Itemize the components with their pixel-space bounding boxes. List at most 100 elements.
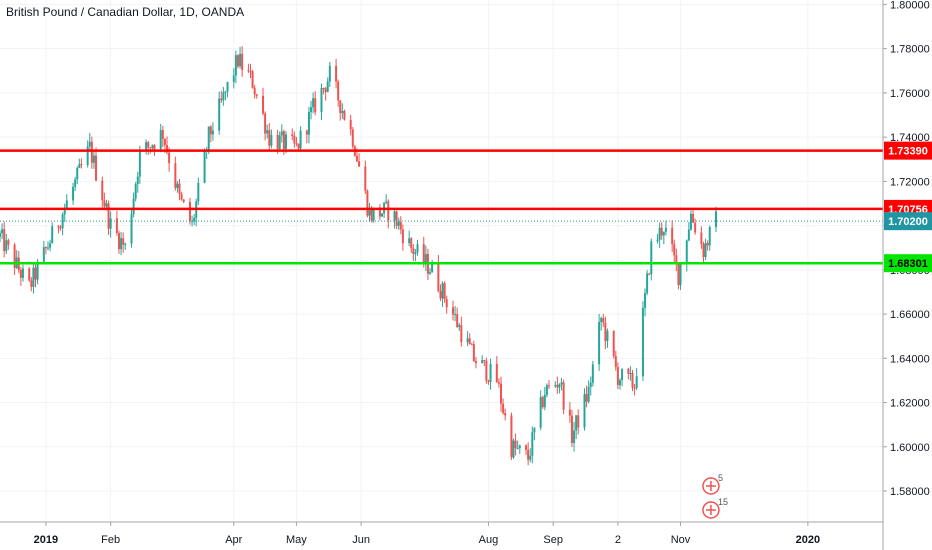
x-tick-label: Aug [479, 534, 499, 546]
candle-body [677, 263, 680, 286]
candle-body [618, 380, 621, 386]
candle-body [604, 322, 607, 341]
candle-body [203, 150, 206, 183]
candle-body [30, 280, 33, 287]
candle-body [253, 87, 256, 95]
event-markers[interactable]: 5 15 [702, 473, 728, 519]
candle-body [310, 107, 313, 112]
price-badge-label: 1.73390 [888, 146, 928, 158]
candle-body [470, 344, 473, 346]
candle-body [577, 415, 580, 428]
candle-body [708, 227, 711, 246]
event-count: 15 [718, 497, 728, 507]
price-badge-label: 1.68301 [888, 258, 928, 270]
candle-body [314, 98, 317, 113]
chart-title: British Pound / Canadian Dollar, 1D, OAN… [6, 5, 244, 19]
candle-body [422, 244, 425, 263]
candle-body [86, 146, 89, 166]
economic-event-icon[interactable] [702, 501, 720, 519]
candle-body [107, 203, 110, 229]
candle-body [587, 386, 590, 402]
candle-body [510, 415, 513, 458]
candle-body [280, 131, 283, 136]
candle-body [262, 95, 265, 114]
candle-body [178, 183, 181, 195]
candle-body [662, 231, 665, 236]
candle-body [5, 240, 8, 252]
price-badge [884, 212, 932, 231]
candle-body [497, 382, 500, 384]
candle-body [385, 201, 388, 203]
candle-body [416, 244, 419, 253]
candle-body [268, 130, 271, 146]
candle-body [249, 71, 252, 73]
candle-body [34, 267, 37, 280]
candle-body [656, 239, 659, 242]
candle-body [591, 364, 594, 383]
candle-body [554, 384, 557, 386]
x-tick-label: 2020 [796, 534, 820, 546]
candle-body [72, 186, 75, 201]
candle-body [485, 360, 488, 381]
candle-body [226, 81, 229, 92]
candle-body [19, 270, 22, 278]
x-tick-label: 2019 [34, 534, 58, 546]
candle-body [629, 372, 632, 374]
candle-body [456, 314, 459, 327]
candle-body [387, 201, 390, 221]
candle-body [673, 244, 676, 256]
candle-body [0, 233, 1, 237]
candle-body [278, 135, 281, 150]
economic-event-icon[interactable] [702, 477, 720, 495]
candle-body [151, 145, 154, 149]
candle-body [101, 180, 104, 201]
candle-body [42, 247, 45, 262]
candle-body [74, 179, 77, 187]
candle-body [393, 211, 396, 221]
candle-body [47, 247, 50, 249]
candle-body [431, 262, 434, 273]
candle-body [495, 363, 498, 383]
candle-body [28, 268, 31, 281]
candle-body [589, 382, 592, 387]
candle-body [59, 227, 62, 229]
candle-body [44, 247, 47, 249]
candle-body [525, 445, 528, 451]
candle-body [627, 368, 630, 374]
candle-body [291, 134, 294, 137]
candle-body [224, 91, 227, 93]
candle-body [305, 130, 308, 135]
candle-body [326, 81, 329, 92]
x-axis-ticks[interactable]: 2019 Feb Apr May Jun Aug Sep 2 Nov 2020 [34, 522, 820, 546]
candle-body [414, 252, 417, 255]
candle-body [138, 150, 141, 177]
y-tick-label: 1.62000 [890, 398, 930, 410]
candle-body [704, 243, 707, 258]
candle-body [635, 376, 638, 389]
candle-body [585, 394, 588, 402]
price-badge-label: 1.70200 [888, 216, 928, 228]
candle-body [706, 243, 709, 246]
candle-body [159, 130, 162, 150]
candle-body [483, 359, 486, 361]
candle-body [270, 134, 273, 146]
candle-body [36, 261, 39, 280]
candle-body [504, 413, 507, 416]
candle-body [193, 217, 196, 222]
candle-body [687, 229, 690, 241]
candle-body [702, 244, 705, 258]
candle-body [692, 213, 695, 223]
candle-body [161, 130, 164, 139]
candle-body [122, 238, 125, 245]
candle-body [545, 385, 548, 395]
candle-body [103, 200, 106, 207]
candle-body [616, 367, 619, 386]
y-axis-ticks[interactable]: 1.580001.600001.620001.640001.660001.680… [883, 0, 930, 498]
candle-body [312, 98, 315, 108]
candle-body [468, 338, 471, 345]
candle-body [621, 368, 624, 381]
candle-body [541, 397, 544, 408]
candle-body [105, 203, 108, 207]
candle-body [397, 221, 400, 226]
